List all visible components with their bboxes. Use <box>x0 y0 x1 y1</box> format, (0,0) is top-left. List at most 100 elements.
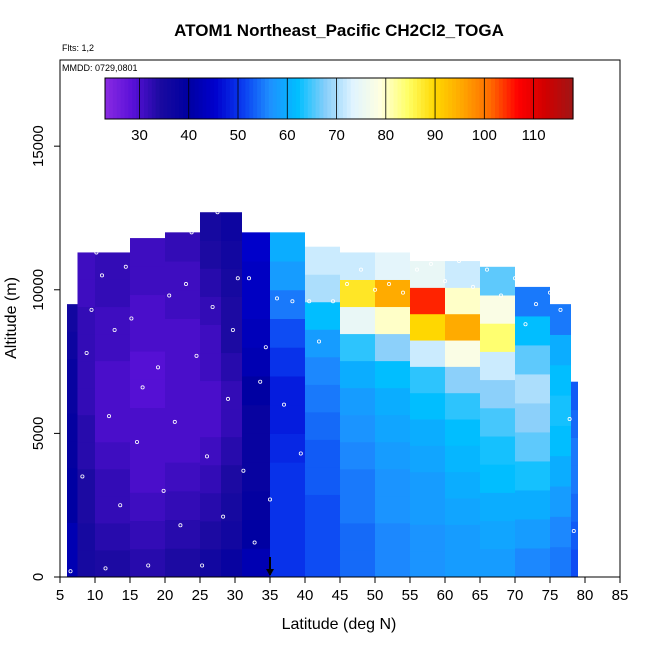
colorbar-swatch <box>225 78 231 119</box>
heat-cell <box>571 521 578 550</box>
heat-cell <box>515 431 550 462</box>
heat-cell <box>410 445 445 473</box>
colorbar-swatch <box>245 78 250 119</box>
heat-cell <box>270 261 305 291</box>
heat-cell <box>305 494 340 523</box>
heat-cell <box>340 414 375 443</box>
heat-cell <box>221 296 242 325</box>
heat-cell <box>67 358 78 387</box>
colorbar-swatch <box>518 78 523 119</box>
heat-cell <box>445 524 480 552</box>
heat-cell <box>77 414 95 443</box>
heat-cell <box>305 439 340 468</box>
heat-cell <box>480 323 515 352</box>
heat-cell <box>200 492 221 522</box>
heat-cell <box>77 468 95 497</box>
colorbar-swatch <box>253 78 258 119</box>
x-tick-label: 25 <box>192 587 209 604</box>
heat-cell <box>445 340 480 367</box>
colorbar-swatch <box>342 78 348 119</box>
heat-cell <box>165 404 200 434</box>
heat-cell <box>305 329 340 358</box>
x-tick-label: 80 <box>577 587 594 604</box>
colorbar-swatch <box>487 78 492 119</box>
colorbar-swatch <box>155 78 161 119</box>
heat-cell <box>480 266 515 296</box>
sample-point <box>194 353 199 358</box>
heat-cell <box>67 385 78 414</box>
heat-cell <box>200 324 221 354</box>
y-axis-label: Altitude (m) <box>3 277 20 359</box>
heatmap-cells <box>67 212 578 578</box>
heat-cell <box>165 347 200 377</box>
sample-point <box>241 468 246 473</box>
heat-cell <box>445 313 480 341</box>
heat-cell <box>200 212 221 241</box>
heat-cell <box>515 286 550 317</box>
colorbar-swatch <box>502 78 508 119</box>
colorbar-swatch <box>530 78 535 119</box>
sample-point <box>172 419 177 424</box>
colorbar-swatch <box>140 78 145 119</box>
heat-cell <box>375 387 410 416</box>
colorbar-swatch <box>463 78 469 119</box>
colorbar-swatch <box>108 78 114 119</box>
x-tick-label: 30 <box>227 587 244 604</box>
colorbar-swatch <box>179 78 184 119</box>
heat-cell <box>375 468 410 497</box>
colorbar-tick-label: 90 <box>427 127 444 144</box>
sample-point <box>151 230 156 235</box>
heat-cell <box>305 384 340 413</box>
colorbar-swatch <box>276 78 282 119</box>
sample-point <box>80 474 85 479</box>
heat-cell <box>242 318 270 348</box>
sample-point <box>330 299 335 304</box>
heat-cell <box>221 492 242 522</box>
chart-title: ATOM1 Northeast_Pacific CH2Cl2_TOGA <box>174 21 504 40</box>
colorbar-swatch <box>467 78 473 119</box>
heat-cell <box>305 301 340 330</box>
heat-cell <box>515 518 550 549</box>
heat-cell <box>550 364 571 396</box>
colorbar-swatch <box>541 78 547 119</box>
heat-cell <box>270 404 305 434</box>
heat-cell <box>410 524 445 552</box>
heat-cell <box>340 279 375 308</box>
heat-cell <box>242 462 270 492</box>
heat-cell <box>375 252 410 280</box>
heat-cell <box>445 287 480 315</box>
colorbar-swatch <box>186 78 192 119</box>
colorbar-swatch <box>335 78 340 119</box>
colorbar-swatch <box>378 78 383 119</box>
heat-cell <box>242 433 270 463</box>
colorbar-swatch <box>292 78 297 119</box>
heat-cell <box>340 522 375 551</box>
colorbar-swatch <box>428 78 434 119</box>
heat-cell <box>480 548 515 578</box>
colorbar-swatch <box>514 78 519 119</box>
colorbar-swatch <box>323 78 328 119</box>
heat-cell <box>67 467 78 496</box>
heat-cell <box>95 522 130 551</box>
heat-cell <box>550 546 571 578</box>
heat-cell <box>515 402 550 433</box>
colorbar-swatch <box>307 78 313 119</box>
heat-cell <box>242 519 270 549</box>
sample-point <box>225 396 230 401</box>
x-tick-label: 75 <box>542 587 559 604</box>
sample-point <box>167 293 172 298</box>
heat-cell <box>77 279 95 308</box>
heat-cell <box>375 549 410 578</box>
colorbar-swatch <box>401 78 406 119</box>
heat-cell <box>480 379 515 409</box>
heat-cell <box>480 520 515 550</box>
sample-point <box>215 210 220 215</box>
flights-label: Flts: 1,2 <box>62 43 94 53</box>
sample-point <box>178 523 183 528</box>
sample-point <box>103 566 108 571</box>
sample-point <box>155 365 160 370</box>
sample-point <box>558 307 563 312</box>
colorbar-swatch <box>183 78 188 119</box>
heat-cell <box>550 425 571 457</box>
colorbar-swatch <box>280 78 285 119</box>
